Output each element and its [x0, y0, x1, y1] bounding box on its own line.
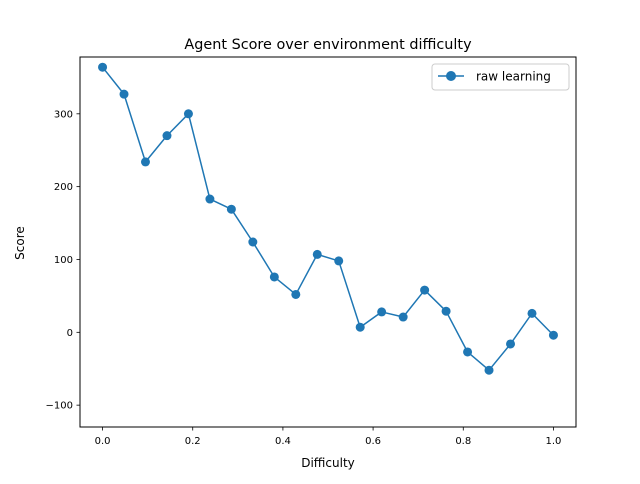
- legend: raw learning: [431, 63, 570, 91]
- data-point: [398, 312, 408, 322]
- data-point: [441, 306, 451, 316]
- legend-label: raw learning: [476, 70, 551, 84]
- y-tick-label: 0: [67, 328, 73, 339]
- series-layer: [98, 62, 558, 375]
- y-tick-label: 300: [54, 109, 73, 120]
- data-point: [119, 89, 129, 99]
- data-point: [334, 256, 344, 266]
- data-point: [140, 157, 150, 167]
- data-point: [506, 339, 516, 349]
- x-tick-label: 0.2: [185, 436, 201, 447]
- x-axis-label: Difficulty: [301, 456, 355, 470]
- chart-title: Agent Score over environment difficulty: [184, 37, 472, 53]
- data-point: [226, 204, 236, 214]
- data-point: [420, 285, 430, 295]
- x-tick-label: 0.4: [275, 436, 291, 447]
- data-point: [98, 62, 108, 72]
- data-point: [527, 308, 537, 318]
- data-point: [269, 272, 279, 282]
- plot-frame: [79, 56, 577, 428]
- data-point: [548, 330, 558, 340]
- x-tick-label: 0.6: [365, 436, 381, 447]
- data-point: [291, 289, 301, 299]
- x-tick-label: 0.8: [455, 436, 471, 447]
- y-tick-label: −100: [46, 401, 73, 412]
- legend-box: [431, 63, 570, 91]
- data-point: [463, 347, 473, 357]
- y-axis-label: Score: [13, 226, 27, 260]
- x-tick-label: 1.0: [546, 436, 562, 447]
- data-point: [183, 109, 193, 119]
- data-point: [377, 307, 387, 317]
- data-point: [162, 131, 172, 141]
- y-tick-label: 100: [54, 255, 73, 266]
- data-point: [312, 249, 322, 259]
- axis-ticks: 0.0 0.2 0.4 0.6 0.8 1.0 −100 0 100 200 300: [46, 109, 562, 447]
- y-tick-label: 200: [54, 182, 73, 193]
- x-tick-label: 0.0: [95, 436, 111, 447]
- legend-marker-swatch: [446, 71, 456, 81]
- data-point: [484, 365, 494, 375]
- series-line-0: [101, 66, 554, 371]
- data-point: [248, 237, 258, 247]
- data-point: [205, 194, 215, 204]
- data-point: [355, 322, 365, 332]
